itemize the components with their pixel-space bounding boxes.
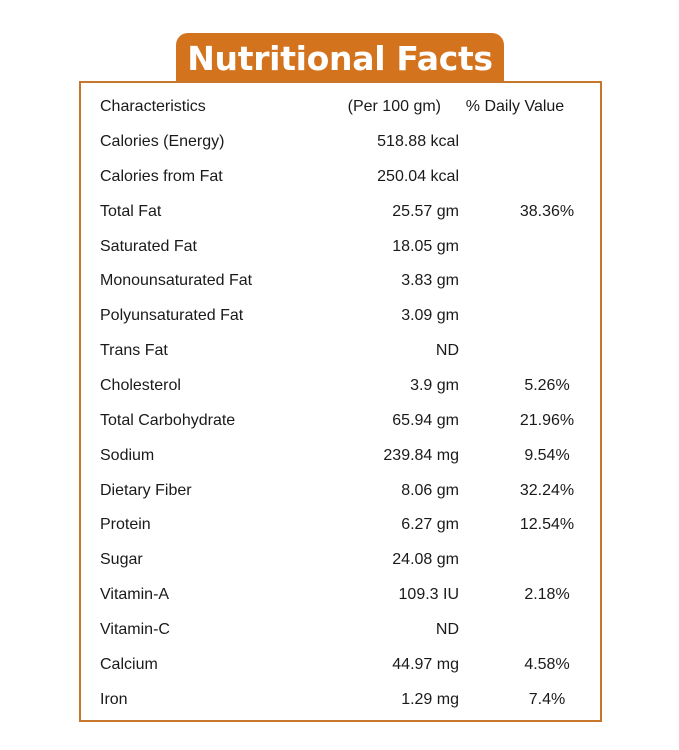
nutrient-name: Total Fat [100,202,162,220]
table-header: Characteristics (Per 100 gm) % Daily Val… [81,90,600,124]
nutrient-name: Sodium [100,446,155,464]
table-row: Iron 1.29 mg 7.4% [81,683,600,717]
nutrient-amount: 250.04 kcal [377,167,459,185]
nutrient-name: Vitamin-A [100,586,170,604]
table-row: Saturated Fat 18.05 gm [81,230,600,264]
nutrient-amount: 3.9 gm [410,376,459,394]
nutrient-amount: 18.05 gm [392,237,459,255]
table-row: Sugar 24.08 gm [81,543,600,577]
nutrient-daily-value: 38.36% [519,202,575,220]
nutrient-amount: 6.27 gm [401,516,459,534]
nutrient-amount: 3.83 gm [401,272,459,290]
nutrient-daily-value: 12.54% [519,516,575,534]
table-row: Total Carbohydrate 65.94 gm 21.96% [81,404,600,438]
nutrient-amount: 65.94 gm [392,411,459,429]
nutrient-name: Trans Fat [100,342,168,360]
nutrition-table: Characteristics (Per 100 gm) % Daily Val… [79,81,602,722]
nutrient-name: Protein [100,516,151,534]
nutrient-name: Calories from Fat [100,167,223,185]
table-row: Sodium 239.84 mg 9.54% [81,439,600,473]
table-row: Monounsaturated Fat 3.83 gm [81,264,600,298]
nutrient-daily-value: 5.26% [524,376,570,394]
nutrient-name: Iron [100,690,128,708]
nutrient-name: Saturated Fat [100,237,197,255]
nutrient-amount: ND [435,620,459,638]
nutrient-name: Dietary Fiber [100,481,192,499]
table-row: Vitamin-A 109.3 IU 2.18% [81,578,600,612]
table-row: Polyunsaturated Fat 3.09 gm [81,299,600,333]
table-row: Dietary Fiber 8.06 gm 32.24% [81,474,600,508]
header-characteristics: Characteristics [100,98,206,115]
nutrient-name: Calories (Energy) [100,133,225,150]
nutrient-amount: 3.09 gm [401,307,459,325]
table-row: Trans Fat ND [81,334,600,368]
nutrient-daily-value: 4.58% [524,655,570,673]
nutrient-name: Cholesterol [100,376,181,394]
nutrient-amount: 109.3 IU [398,586,459,604]
nutrient-amount: ND [435,342,459,360]
nutrient-amount: 1.29 mg [401,690,459,708]
table-row: Total Fat 25.57 gm 38.36% [81,195,600,229]
nutrient-amount: 239.84 mg [383,446,459,464]
header-daily-value: % Daily Value [465,98,565,115]
table-row: Calcium 44.97 mg 4.58% [81,648,600,682]
table-row: Calories (Energy) 518.88 kcal [81,125,600,159]
nutrient-amount: 44.97 mg [392,655,459,673]
nutrient-amount: 8.06 gm [401,481,459,499]
table-row: Calories from Fat 250.04 kcal [81,160,600,194]
table-row: Vitamin-C ND [81,613,600,647]
nutrient-daily-value: 9.54% [524,446,570,464]
nutrient-amount: 24.08 gm [392,551,459,569]
nutrient-name: Vitamin-C [100,620,170,638]
header-amount: (Per 100 gm) [347,98,441,115]
nutrient-name: Total Carbohydrate [100,411,236,429]
nutrient-amount: 25.57 gm [392,202,459,220]
page-title: Nutritional Facts [176,33,504,83]
nutrient-name: Polyunsaturated Fat [100,307,244,325]
nutrient-name: Monounsaturated Fat [100,272,253,290]
nutrient-daily-value: 32.24% [519,481,575,499]
nutrient-name: Sugar [100,551,143,569]
nutrient-daily-value: 21.96% [519,411,575,429]
table-row: Cholesterol 3.9 gm 5.26% [81,369,600,403]
nutrient-daily-value: 2.18% [524,586,570,604]
nutrient-amount: 518.88 kcal [377,133,459,150]
nutrient-daily-value: 7.4% [528,690,566,708]
nutrient-name: Calcium [100,655,158,673]
table-row: Protein 6.27 gm 12.54% [81,508,600,542]
